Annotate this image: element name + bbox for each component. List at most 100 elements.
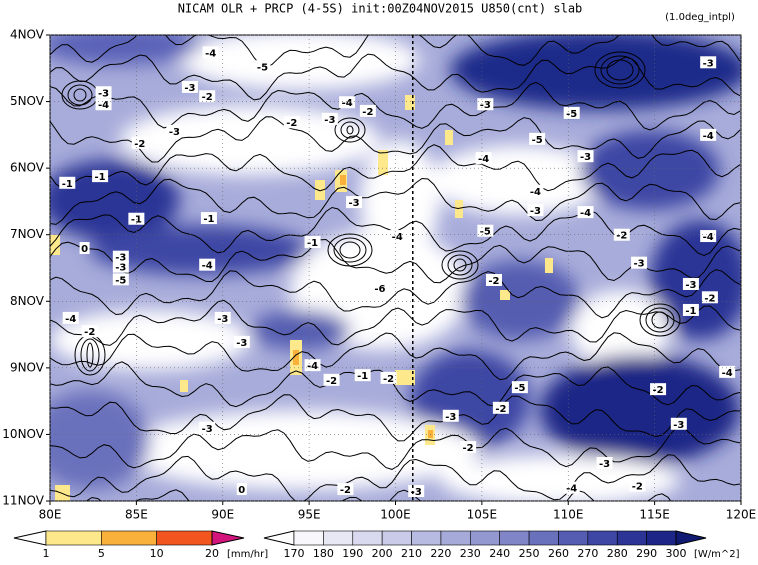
axes: 80E 85E 90E 95E 100E 105E 110E 115E 120E 4NOV 5NOV… [2,28,756,522]
contour-label-box [475,152,492,165]
y-tick-label: 5NOV [10,94,45,108]
contour-label-box [59,176,76,189]
contour-label: -3 [480,100,491,111]
contour-label: -3 [98,88,109,99]
contour-label: -3 [236,338,247,349]
precip-shading-heavy [293,175,433,438]
y-tick-label: 11NOV [2,494,44,508]
colorbar-bin [440,530,471,546]
colorbar-bin [616,530,647,546]
contour-label: -2 [383,374,394,385]
contour-label-box [563,481,580,494]
contour-label-box [527,204,544,217]
contour-line [50,81,741,131]
contour-label: -3 [445,412,456,423]
contour-label-box [81,325,98,338]
colorbar-label: 270 [577,547,598,560]
x-tick-label: 100E [380,508,411,522]
contour-line [606,59,634,81]
contour-line [453,258,467,272]
contour-label: -4 [722,368,733,379]
contour-label: -5 [514,383,525,394]
colorbar-bin [352,530,383,546]
contour-label-box [563,106,580,119]
contour-label: -3 [599,459,610,470]
contour-label-box [236,483,247,496]
contour-label-box [321,112,338,125]
contour-label: -2 [463,443,474,454]
contour-label-box [202,46,219,59]
contour-label: -4 [392,232,403,243]
contour-label: -5 [115,275,126,286]
contour-label: -4 [566,484,577,495]
contour-line [346,125,354,135]
y-tick-label: 6NOV [10,161,45,175]
contour-label: -2 [340,485,351,496]
contour-line [50,299,741,346]
contour-line [645,307,675,333]
colorbar-arrow-high [675,530,707,546]
contour-line [50,361,741,408]
contour-label-box [477,98,494,111]
x-tick-label: 90E [211,508,234,522]
contour-line [334,117,366,143]
colorbar-label: 240 [489,547,510,560]
contour-label: -5 [532,135,543,146]
colorbar-bin [101,530,157,546]
contour-line [50,53,741,101]
contour-line [639,303,681,337]
contour-line [50,177,741,225]
contour-label-box [95,98,112,111]
contour-label-box [442,409,459,422]
contour-line [333,237,367,263]
contour-label-box [577,150,594,163]
x-tick-label: 115E [639,508,670,522]
contour-label-box [719,365,736,378]
colorbar-bin [646,530,677,546]
contour-label: -3 [530,206,541,217]
contour-line [651,311,669,329]
contour-label: -5 [566,109,577,120]
contour-label-box [527,184,544,197]
contour-label: -4 [703,232,714,243]
contour-label-box [112,250,129,263]
contour-line [73,88,87,102]
field: -4-5-3-4-3-2-4-2-2 -3-3-2-3-5-5-3-4-3-4-1… [50,35,741,501]
colorbar-label: 210 [401,547,422,560]
colorbar-bin [587,530,618,546]
colorbar-arrow-high [211,530,245,546]
contour-label: -3 [348,198,359,209]
contour-label: 0 [238,485,245,496]
contour-label-box [79,242,90,255]
contour-label-box [233,335,250,348]
contour-label: -2 [616,231,627,242]
colorbar-label: 200 [372,547,393,560]
contour-label: -4 [98,100,109,111]
contour-label-box [200,212,217,225]
contour-label-box [112,260,129,273]
contour-label: -3 [324,115,335,126]
contour-line [50,116,741,163]
colorbar-label: 190 [342,547,363,560]
colorbar-bin [558,530,589,546]
contour-label: -4 [202,261,213,272]
contour-label: -3 [634,259,645,270]
contour-label-box [492,401,509,414]
chart-title: NICAM OLR + PRCP (4-5S) init:00Z04NOV201… [178,2,583,16]
contour-label-box [682,277,699,290]
contour-label: -2 [286,118,297,129]
contour-label-box [199,90,216,103]
contour-label: -3 [673,420,684,431]
contour-label: -5 [480,227,491,238]
y-tick-label: 9NOV [10,360,45,374]
colorbar-bin [323,530,354,546]
contour-label-box [95,86,112,99]
contour-lines [50,35,741,501]
contour-label: -3 [685,280,696,291]
colorbar-label: 260 [548,547,569,560]
colorbar-label: 180 [313,547,334,560]
colorbar-label: 290 [636,547,657,560]
y-tick-label: 10NOV [2,427,44,441]
contour-line [594,51,646,89]
contour-line [50,144,741,192]
